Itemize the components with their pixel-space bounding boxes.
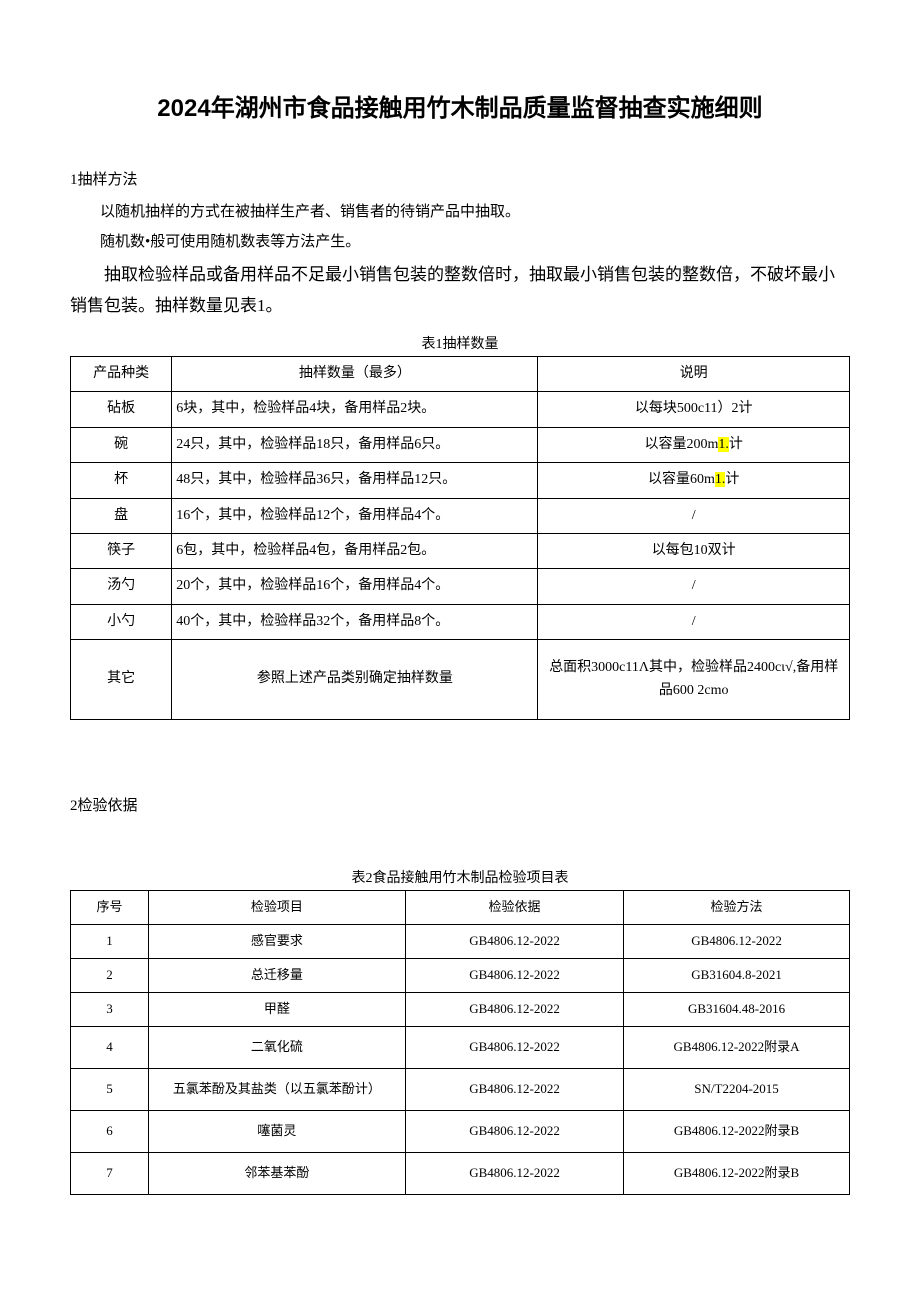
table2-cell: 6 (71, 1110, 149, 1152)
table1-cell-category: 砧板 (71, 392, 172, 427)
table-row: 6噻菌灵GB4806.12-2022GB4806.12-2022附录B (71, 1110, 850, 1152)
table2-cell: GB4806.12-2022 (405, 959, 623, 993)
table1-header-row: 产品种类 抽样数量（最多） 说明 (71, 356, 850, 391)
table2-header-row: 序号 检验项目 检验依据 检验方法 (71, 891, 850, 925)
table-row: 碗24只，其中，检验样品18只，备用样品6只。以容量200m1.计 (71, 427, 850, 462)
table1-cell-quantity: 6包，其中，检验样品4包，备用样品2包。 (172, 533, 538, 568)
table2-cell: GB4806.12-2022 (405, 925, 623, 959)
table2-cell: GB4806.12-2022附录A (624, 1026, 850, 1068)
table1-cell-quantity: 20个，其中，检验样品16个，备用样品4个。 (172, 569, 538, 604)
table1-cell-category: 其它 (71, 640, 172, 720)
table1-cell-category: 杯 (71, 463, 172, 498)
table2-cell: 五氯苯酚及其盐类（以五氯苯酚计） (148, 1068, 405, 1110)
table1-h1: 产品种类 (71, 356, 172, 391)
table2-cell: GB4806.12-2022 (624, 925, 850, 959)
table-row: 砧板6块，其中，检验样品4块，备用样品2块。以每块500c11）2计 (71, 392, 850, 427)
document-title: 2024年湖州市食品接触用竹木制品质量监督抽查实施细则 (70, 90, 850, 128)
table2-cell: 二氧化硫 (148, 1026, 405, 1068)
table2-h4: 检验方法 (624, 891, 850, 925)
table2-cell: 7 (71, 1152, 149, 1194)
table1-cell-quantity: 参照上述产品类别确定抽样数量 (172, 640, 538, 720)
table-row: 其它参照上述产品类别确定抽样数量总面积3000c11Λ其中，检验样品2400cι… (71, 640, 850, 720)
table1-cell-quantity: 6块，其中，检验样品4块，备用样品2块。 (172, 392, 538, 427)
table2-caption: 表2食品接触用竹木制品检验项目表 (70, 868, 850, 890)
table2-cell: 邻苯基苯酚 (148, 1152, 405, 1194)
table-row: 5五氯苯酚及其盐类（以五氯苯酚计）GB4806.12-2022SN/T2204-… (71, 1068, 850, 1110)
table1-cell-category: 筷子 (71, 533, 172, 568)
section1-p1: 以随机抽样的方式在被抽样生产者、销售者的待销产品中抽取。 (70, 200, 850, 224)
table2-h2: 检验项目 (148, 891, 405, 925)
table-row: 汤勺20个，其中，检验样品16个，备用样品4个。/ (71, 569, 850, 604)
table-row: 杯48只，其中，检验样品36只，备用样品12只。以容量60m1.计 (71, 463, 850, 498)
table1: 产品种类 抽样数量（最多） 说明 砧板6块，其中，检验样品4块，备用样品2块。以… (70, 356, 850, 720)
table2-cell: GB4806.12-2022 (405, 1152, 623, 1194)
table2-cell: 2 (71, 959, 149, 993)
table2-cell: 5 (71, 1068, 149, 1110)
table2-cell: 总迁移量 (148, 959, 405, 993)
section1-p3: 抽取检验样品或备用样品不足最小销售包装的整数倍时，抽取最小销售包装的整数倍，不破… (70, 260, 850, 321)
table1-cell-note: / (538, 498, 850, 533)
table1-body: 砧板6块，其中，检验样品4块，备用样品2块。以每块500c11）2计碗24只，其… (71, 392, 850, 720)
table1-cell-category: 盘 (71, 498, 172, 533)
table1-cell-quantity: 16个，其中，检验样品12个，备用样品4个。 (172, 498, 538, 533)
table1-cell-quantity: 24只，其中，检验样品18只，备用样品6只。 (172, 427, 538, 462)
table2-cell: GB4806.12-2022 (405, 1110, 623, 1152)
table2-cell: GB4806.12-2022附录B (624, 1152, 850, 1194)
table2-h3: 检验依据 (405, 891, 623, 925)
section2-heading: 2检验依据 (70, 794, 850, 818)
table-row: 筷子6包，其中，检验样品4包，备用样品2包。以每包10双计 (71, 533, 850, 568)
table1-cell-note: 以容量60m1.计 (538, 463, 850, 498)
table1-h2: 抽样数量（最多） (172, 356, 538, 391)
table2-cell: GB4806.12-2022 (405, 992, 623, 1026)
table1-cell-note: 以每包10双计 (538, 533, 850, 568)
table1-cell-quantity: 48只，其中，检验样品36只，备用样品12只。 (172, 463, 538, 498)
table2-h1: 序号 (71, 891, 149, 925)
table2-cell: SN/T2204-2015 (624, 1068, 850, 1110)
table2-body: 1感官要求GB4806.12-2022GB4806.12-20222总迁移量GB… (71, 925, 850, 1194)
section1-p2: 随机数•般可使用随机数表等方法产生。 (70, 230, 850, 254)
table1-cell-note: / (538, 604, 850, 639)
table-row: 小勺40个，其中，检验样品32个，备用样品8个。/ (71, 604, 850, 639)
table1-h3: 说明 (538, 356, 850, 391)
table2-cell: 4 (71, 1026, 149, 1068)
table2-cell: GB4806.12-2022 (405, 1026, 623, 1068)
table-row: 7邻苯基苯酚GB4806.12-2022GB4806.12-2022附录B (71, 1152, 850, 1194)
table2-cell: 3 (71, 992, 149, 1026)
table2-cell: 甲醛 (148, 992, 405, 1026)
table1-cell-category: 小勺 (71, 604, 172, 639)
table2: 序号 检验项目 检验依据 检验方法 1感官要求GB4806.12-2022GB4… (70, 890, 850, 1194)
table2-cell: GB4806.12-2022附录B (624, 1110, 850, 1152)
table2-cell: 1 (71, 925, 149, 959)
table1-cell-note: 以容量200m1.计 (538, 427, 850, 462)
table1-cell-note: 总面积3000c11Λ其中，检验样品2400cι√,备用样品600 2cmo (538, 640, 850, 720)
table-row: 4二氧化硫GB4806.12-2022GB4806.12-2022附录A (71, 1026, 850, 1068)
table2-cell: GB4806.12-2022 (405, 1068, 623, 1110)
table-row: 2总迁移量GB4806.12-2022GB31604.8-2021 (71, 959, 850, 993)
table-row: 3甲醛GB4806.12-2022GB31604.48-2016 (71, 992, 850, 1026)
table1-cell-note: 以每块500c11）2计 (538, 392, 850, 427)
table2-cell: 感官要求 (148, 925, 405, 959)
section1-heading: 1抽样方法 (70, 168, 850, 192)
table-row: 1感官要求GB4806.12-2022GB4806.12-2022 (71, 925, 850, 959)
table1-cell-note: / (538, 569, 850, 604)
table2-cell: GB31604.48-2016 (624, 992, 850, 1026)
table1-caption: 表1抽样数量 (70, 334, 850, 356)
table1-cell-category: 碗 (71, 427, 172, 462)
table2-cell: GB31604.8-2021 (624, 959, 850, 993)
table1-cell-category: 汤勺 (71, 569, 172, 604)
table1-cell-quantity: 40个，其中，检验样品32个，备用样品8个。 (172, 604, 538, 639)
table-row: 盘16个，其中，检验样品12个，备用样品4个。/ (71, 498, 850, 533)
table2-cell: 噻菌灵 (148, 1110, 405, 1152)
